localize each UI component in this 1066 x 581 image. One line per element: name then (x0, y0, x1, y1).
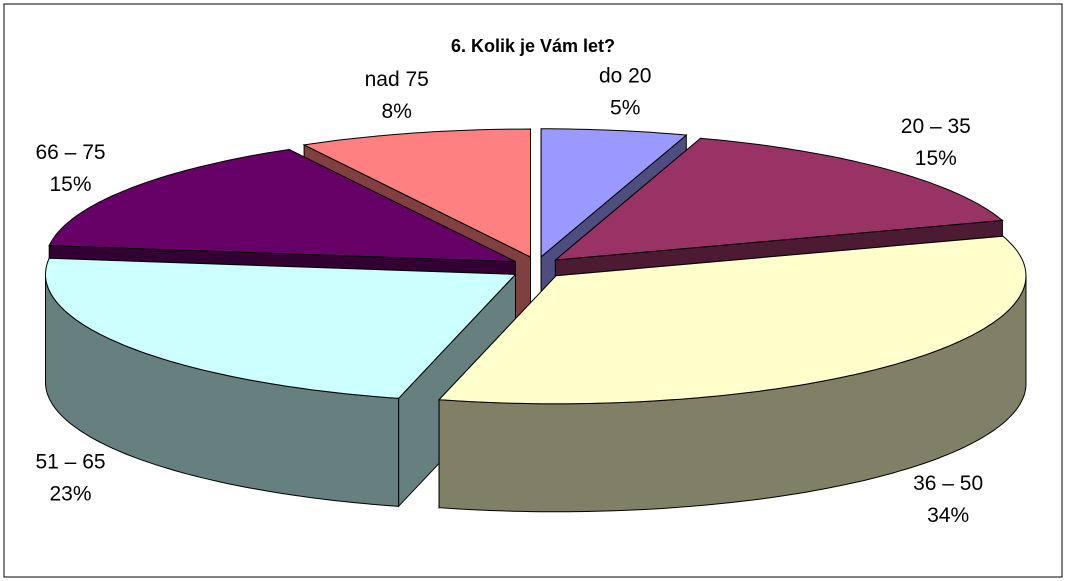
slice-top (302, 128, 531, 258)
slice-top (48, 148, 516, 263)
pie-slice (45, 257, 517, 508)
pie-slice (438, 235, 1027, 513)
slice-top (45, 257, 517, 399)
data-label-category: 20 – 35 (901, 115, 971, 138)
data-label-category: 51 – 65 (35, 450, 105, 473)
data-label-value: 5% (610, 97, 640, 120)
data-label-category: 36 – 50 (913, 472, 983, 495)
data-label-category: nad 75 (365, 68, 429, 91)
data-label-value: 15% (915, 147, 957, 170)
data-label-value: 15% (50, 173, 92, 196)
data-label-category: 66 – 75 (35, 141, 105, 164)
data-label-value: 23% (50, 482, 92, 505)
slice-top (553, 137, 1004, 261)
data-label-value: 8% (382, 100, 412, 123)
data-label-value: 34% (927, 504, 969, 527)
slice-top (438, 235, 1027, 405)
data-label-category: do 20 (599, 65, 652, 88)
chart-title: 6. Kolik je Vám let? (451, 36, 615, 56)
slice-top (540, 128, 688, 258)
